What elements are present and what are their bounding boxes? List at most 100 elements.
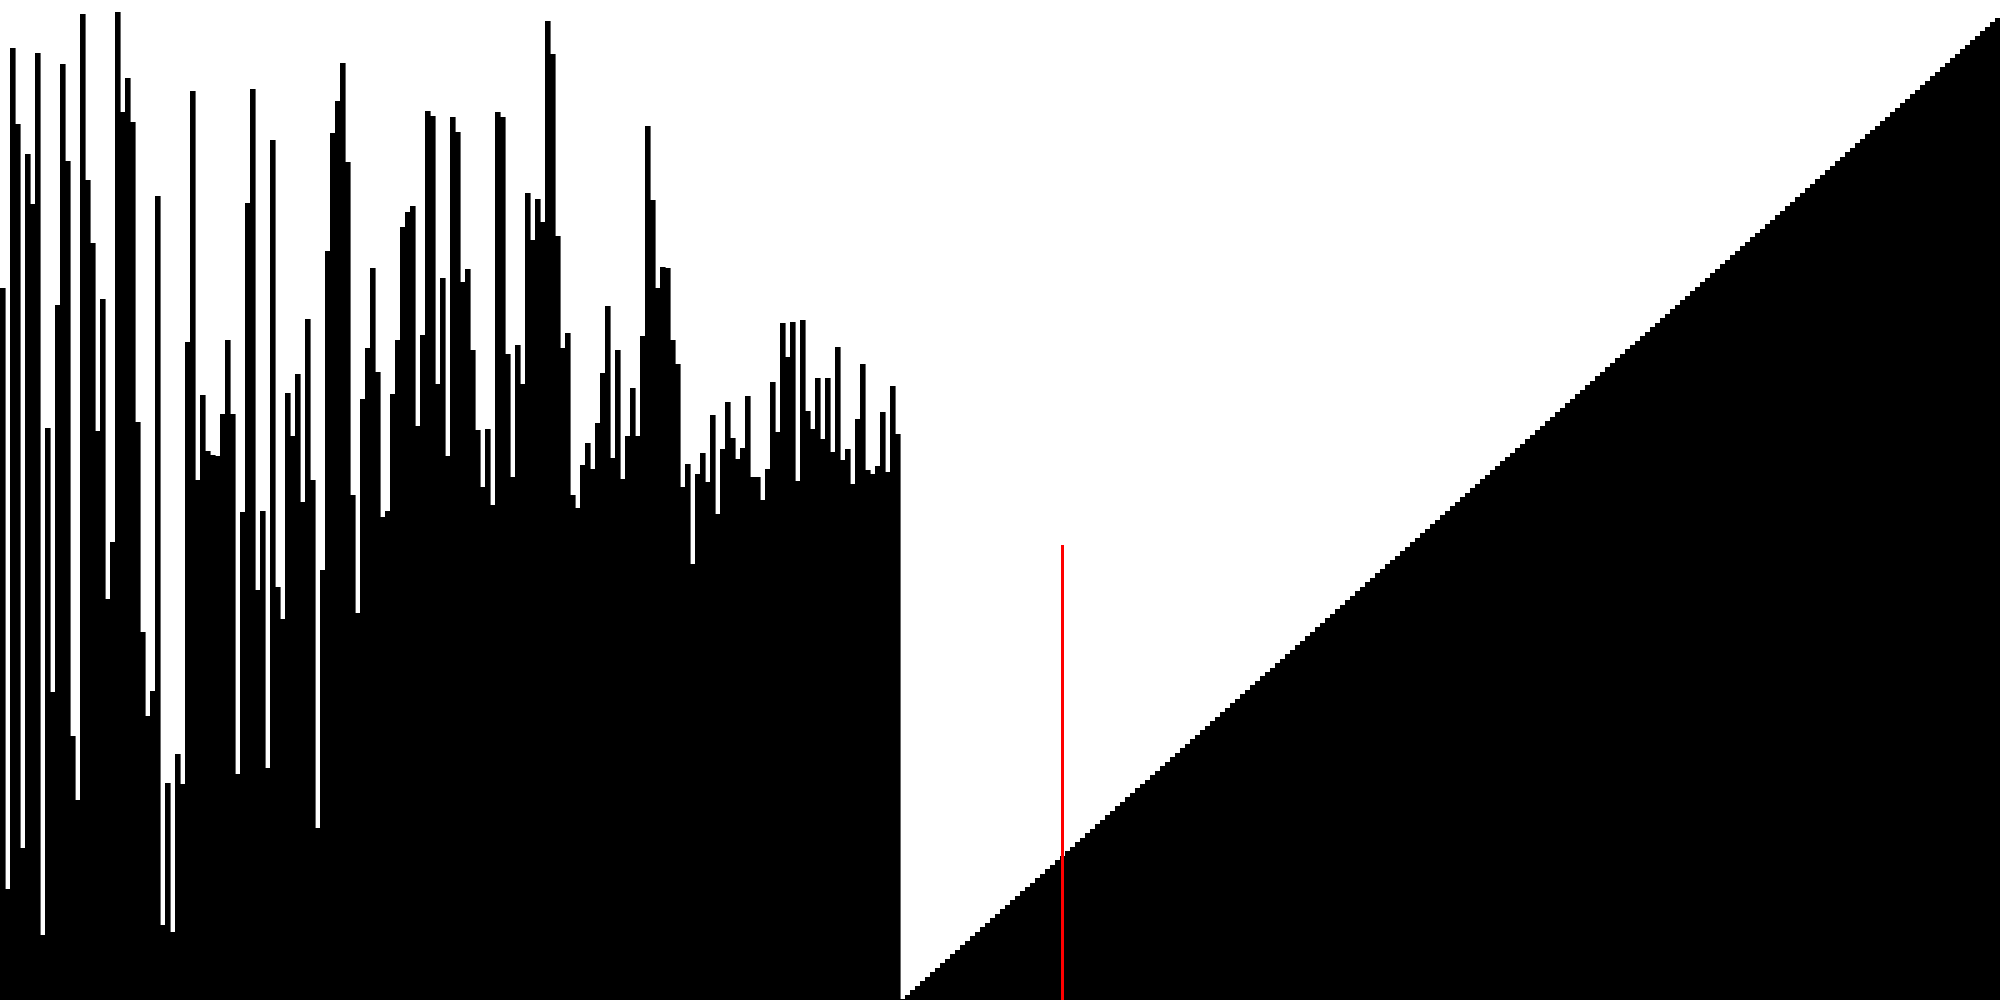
sorted-bar — [1535, 430, 1541, 1000]
sorted-bar — [1645, 332, 1651, 1000]
sorted-bar — [1895, 108, 1901, 1000]
unsorted-bar — [820, 439, 826, 1000]
sorted-bar — [1995, 18, 2000, 1000]
sorted-bar — [1195, 735, 1201, 1000]
unsorted-bar — [330, 133, 336, 1000]
unsorted-bar — [265, 768, 271, 1000]
unsorted-bar — [765, 469, 771, 1000]
sorted-bar — [1760, 229, 1766, 1000]
sorted-bar — [1240, 694, 1246, 1000]
sorted-bar — [1430, 524, 1436, 1000]
unsorted-bar — [870, 474, 876, 1000]
sorted-bar — [1985, 27, 1991, 1000]
unsorted-bar — [800, 320, 806, 1000]
unsorted-bar — [730, 438, 736, 1000]
sorted-bar — [1520, 444, 1526, 1000]
sorted-bar — [1635, 341, 1641, 1000]
sorted-bar — [1955, 54, 1961, 1000]
unsorted-bar — [315, 828, 321, 1000]
sorted-bar — [1410, 542, 1416, 1000]
unsorted-bar — [175, 754, 181, 1000]
sorted-bar — [1215, 717, 1221, 1000]
unsorted-bar — [605, 306, 611, 1000]
unsorted-bar — [205, 451, 211, 1000]
sorted-bar — [1740, 246, 1746, 1000]
unsorted-bar — [565, 333, 571, 1000]
sorted-bar — [1855, 143, 1861, 1000]
sorted-bar — [915, 986, 921, 1000]
unsorted-bar — [650, 200, 656, 1000]
sorted-bar — [960, 945, 966, 1000]
unsorted-bar — [225, 340, 231, 1000]
sorted-bar — [1765, 224, 1771, 1000]
unsorted-bar — [885, 472, 891, 1000]
sorted-bar — [1190, 739, 1196, 1000]
unsorted-bar — [385, 511, 391, 1000]
unsorted-bar — [535, 199, 541, 1000]
sorted-bar — [1735, 251, 1741, 1000]
sorted-bar — [1840, 157, 1846, 1000]
unsorted-bar — [230, 414, 236, 1000]
sorted-bar — [1050, 865, 1056, 1000]
unsorted-bar — [420, 335, 426, 1000]
sorted-bar — [1085, 833, 1091, 1000]
sorted-bar — [985, 923, 991, 1000]
sorted-bar — [1580, 390, 1586, 1000]
sorted-bar — [1515, 448, 1521, 1000]
unsorted-bar — [65, 161, 71, 1000]
unsorted-bar — [80, 14, 86, 1000]
sorted-bar — [1770, 220, 1776, 1000]
sorted-bar — [1835, 161, 1841, 1000]
unsorted-bar — [840, 460, 846, 1000]
sorted-bar — [1120, 802, 1126, 1000]
unsorted-bar — [405, 212, 411, 1000]
unsorted-bar — [495, 112, 501, 1000]
sorted-bar — [1040, 874, 1046, 1000]
sorted-bar — [910, 990, 916, 1000]
sorted-bar — [1135, 788, 1141, 1000]
sorted-bar — [975, 932, 981, 1000]
sorted-bar — [1435, 520, 1441, 1000]
sorted-bar — [1510, 453, 1516, 1000]
sorted-bar — [1845, 152, 1851, 1000]
sorted-bar — [1815, 179, 1821, 1000]
sorted-bar — [1300, 641, 1306, 1000]
unsorted-bar — [625, 436, 631, 1000]
sorted-bar — [1720, 264, 1726, 1000]
unsorted-bar — [450, 117, 456, 1000]
unsorted-bar — [435, 384, 441, 1000]
unsorted-bar — [595, 423, 601, 1000]
unsorted-bar — [860, 364, 866, 1000]
sorted-bar — [1585, 385, 1591, 1000]
sorted-bar — [925, 977, 931, 1000]
unsorted-bar — [165, 783, 171, 1000]
sorted-bar — [1730, 255, 1736, 1000]
unsorted-bar — [580, 465, 586, 1000]
unsorted-bar — [410, 206, 416, 1000]
unsorted-bar — [345, 162, 351, 1000]
sorted-bar — [1875, 126, 1881, 1000]
unsorted-bar — [245, 203, 251, 1000]
sorted-bar — [1385, 564, 1391, 1000]
sorted-bar — [1935, 72, 1941, 1000]
sorted-bar — [1010, 900, 1016, 1000]
sorted-bar — [1485, 475, 1491, 1000]
unsorted-bar — [35, 53, 41, 1000]
sorted-bar — [1420, 533, 1426, 1000]
unsorted-bar — [890, 386, 896, 1000]
sorted-bar — [1810, 184, 1816, 1000]
sorted-bar — [1020, 891, 1026, 1000]
sorted-bar — [1055, 860, 1061, 1000]
sorted-bar — [1575, 394, 1581, 1000]
sorted-bar — [1680, 300, 1686, 1000]
sorted-bar — [1145, 780, 1151, 1000]
sorted-bar — [1030, 883, 1036, 1000]
unsorted-bar — [795, 481, 801, 1000]
unsorted-bar — [810, 429, 816, 1000]
unsorted-bar — [5, 889, 11, 1000]
unsorted-bar — [545, 21, 551, 1000]
unsorted-bar — [485, 429, 491, 1000]
unsorted-bar — [815, 378, 821, 1000]
unsorted-bar — [135, 422, 141, 1000]
